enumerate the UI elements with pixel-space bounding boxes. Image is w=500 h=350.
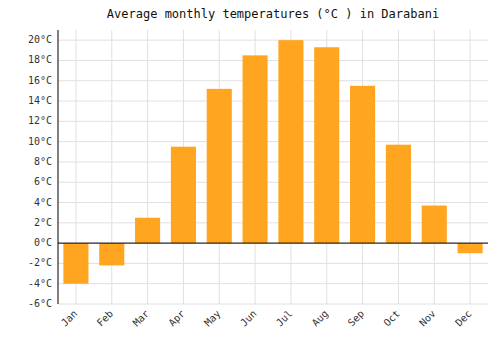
grid-line — [58, 202, 488, 203]
x-tick-label: Mar — [131, 308, 152, 329]
y-tick-label: 10°C — [28, 136, 52, 147]
bars — [63, 40, 482, 284]
chart: -6°C -4°C -2°C 0°C 2°C 4°C 6°C 8°C 10°C 12°C 14°C 1… — [0, 0, 500, 350]
y-tick-label: -2°C — [28, 257, 52, 268]
x-tick-label: Apr — [166, 308, 187, 329]
y-tick-label: -6°C — [28, 298, 52, 309]
y-tick-label: 20°C — [28, 34, 52, 45]
y-axis-line — [58, 30, 59, 304]
y-tick-label: 8°C — [34, 156, 52, 167]
x-tick-label: Feb — [95, 308, 116, 329]
grid-line — [58, 141, 488, 142]
x-tick-label: Sep — [346, 308, 367, 329]
grid-line — [58, 161, 488, 162]
x-tick-label: Jun — [238, 308, 259, 329]
bar — [99, 243, 124, 265]
x-tick-label: Jul — [274, 308, 295, 329]
y-tick-label: 4°C — [34, 197, 52, 208]
x-tick-label: Jan — [59, 308, 80, 329]
bar — [314, 47, 339, 243]
bar — [207, 89, 232, 243]
bar — [458, 243, 483, 253]
bar — [386, 145, 411, 243]
grid-line — [147, 30, 148, 304]
bar — [63, 243, 88, 284]
grid-line — [58, 80, 488, 81]
grid-line — [58, 283, 488, 284]
x-tick-label: Aug — [310, 308, 331, 329]
grid — [58, 30, 488, 304]
bar — [422, 206, 447, 244]
grid-line — [58, 304, 488, 305]
y-tick-label: 0°C — [34, 237, 52, 248]
x-tick-label: Nov — [417, 308, 438, 329]
x-tick-label: Oct — [381, 308, 402, 329]
y-tick-label: 12°C — [28, 115, 52, 126]
zero-line — [58, 243, 488, 244]
grid-line — [58, 243, 488, 244]
title: Average monthly temperatures (°C ) in Da… — [107, 7, 439, 21]
bar — [135, 218, 160, 243]
x-tick-label: May — [202, 308, 223, 329]
y-tick-label: -4°C — [28, 278, 52, 289]
y-tick-label: 14°C — [28, 95, 52, 106]
bar — [243, 55, 268, 243]
bar — [350, 86, 375, 243]
bar — [278, 40, 303, 243]
y-tick-label: 18°C — [28, 54, 52, 65]
x-tick-label: Dec — [453, 308, 474, 329]
y-tick-label: 2°C — [34, 217, 52, 228]
y-tick-label: 6°C — [34, 176, 52, 187]
grid-line — [58, 40, 488, 41]
grid-line — [58, 101, 488, 102]
grid-line — [58, 182, 488, 183]
bar — [171, 147, 196, 243]
y-tick-label: 16°C — [28, 75, 52, 86]
grid-line — [434, 30, 435, 304]
tick-labels: -6°C -4°C -2°C 0°C 2°C 4°C 6°C 8°C 10°C 12°C 14°C 1… — [28, 34, 474, 328]
grid-line — [470, 30, 471, 304]
grid-line — [58, 121, 488, 122]
grid-line — [58, 60, 488, 61]
